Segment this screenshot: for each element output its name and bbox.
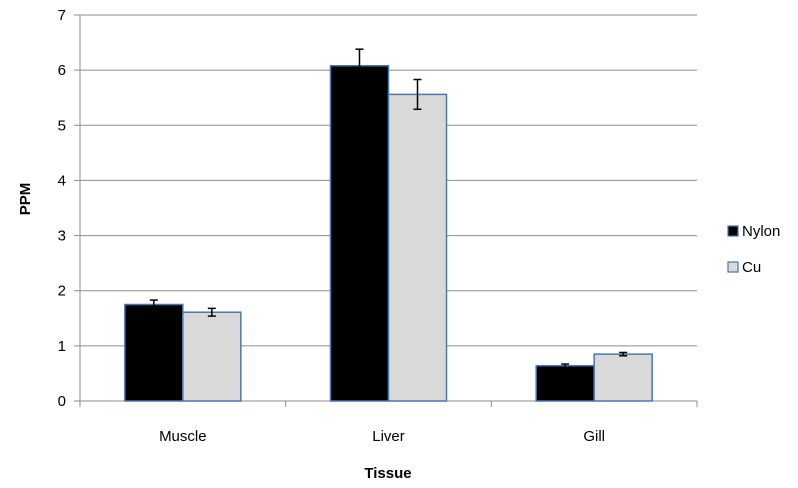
y-tick-labels: 0 1 2 3 4 5 6 7 <box>58 7 66 410</box>
x-tick-label: Muscle <box>159 428 207 445</box>
legend-label-cu: Cu <box>742 259 761 276</box>
y-tick-label: 7 <box>58 7 66 24</box>
y-tick-label: 2 <box>58 283 66 300</box>
x-axis-title: Tissue <box>364 465 411 482</box>
y-tick-label: 0 <box>58 393 66 410</box>
error-bars <box>149 48 628 369</box>
x-tick-label: Gill <box>583 428 605 445</box>
bar-nylon-muscle <box>124 303 184 402</box>
bar-nylon-liver <box>329 64 390 402</box>
bars <box>124 64 653 402</box>
legend-swatch-nylon <box>727 225 739 237</box>
bar-cu-liver <box>387 93 448 402</box>
x-tick-labels: Muscle Liver Gill <box>159 428 605 445</box>
y-tick-label: 5 <box>58 117 66 134</box>
bar-cu-gill <box>593 353 653 402</box>
legend-label-nylon: Nylon <box>742 223 780 240</box>
legend-swatch-cu <box>727 261 739 273</box>
x-tick-label: Liver <box>372 428 405 445</box>
y-tick-label: 4 <box>58 172 66 189</box>
bar-cu-muscle <box>182 311 242 402</box>
y-axis-title: PPM <box>17 183 34 216</box>
y-tick-label: 6 <box>58 62 66 79</box>
legend: Nylon Cu <box>727 223 780 276</box>
y-tick-label: 1 <box>58 338 66 355</box>
y-tick-label: 3 <box>58 228 66 245</box>
bar-nylon-gill <box>535 364 595 402</box>
